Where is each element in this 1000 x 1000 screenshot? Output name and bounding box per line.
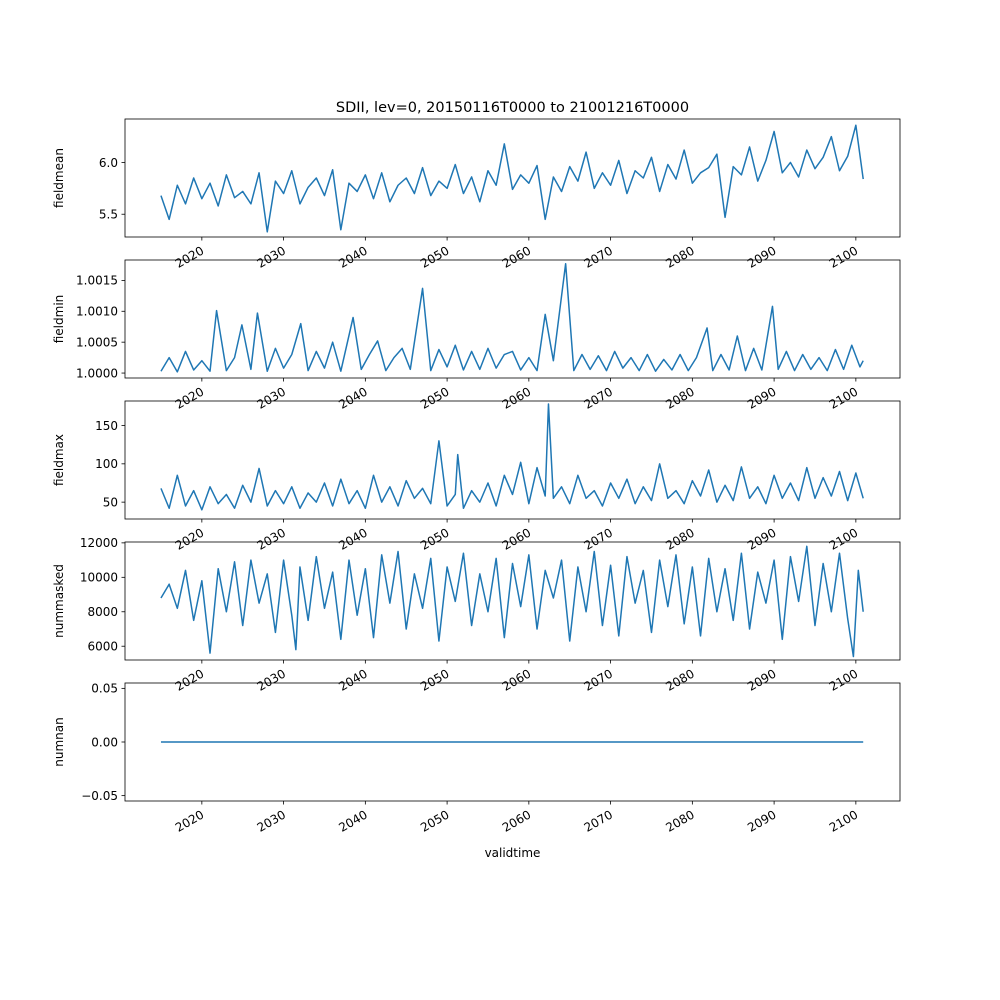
- x-tick-label: 2070: [582, 243, 615, 270]
- x-tick-label: 2040: [336, 525, 369, 552]
- x-tick-label: 2020: [173, 525, 206, 552]
- x-axis-label: validtime: [485, 846, 541, 860]
- x-tick-label: 2070: [582, 384, 615, 411]
- y-axis-label: fieldmax: [52, 434, 66, 486]
- x-tick-label: 2090: [745, 384, 778, 411]
- x-tick-label: 2080: [663, 666, 696, 693]
- x-tick-label: 2100: [827, 807, 860, 834]
- x-tick-label: 2040: [336, 666, 369, 693]
- x-tick-label: 2100: [827, 243, 860, 270]
- y-axis-label: numnan: [52, 717, 66, 766]
- panel-fieldmean: 5.5 6.0 2020 2030 2040 2050 2060 2070 2080 2090 21…: [52, 118, 901, 271]
- x-tick-label: 2080: [663, 384, 696, 411]
- x-tick-label: 2100: [827, 384, 860, 411]
- panel-nummasked: 6000 8000 10000 12000 2020 2030 2040 2050 2060 20…: [52, 536, 901, 694]
- x-tick-label: 2090: [745, 243, 778, 270]
- series-line-fieldmean: [160, 124, 864, 233]
- x-tick-label: 2020: [173, 384, 206, 411]
- x-tick-label: 2070: [582, 666, 615, 693]
- y-tick-label: 8000: [87, 605, 118, 619]
- series-line-nummasked: [160, 545, 864, 658]
- y-tick-label: −0.05: [81, 789, 118, 803]
- axes-frame: [124, 541, 901, 661]
- series-line-fieldmin: [160, 262, 864, 373]
- y-tick-label: 1.0000: [76, 366, 118, 380]
- y-tick-label: 1.0005: [76, 335, 118, 349]
- x-tick-label: 2050: [418, 243, 451, 270]
- y-tick-label: 10000: [80, 571, 118, 585]
- panel-numnan: −0.05 0.00 0.05 2020 2030 2040 2050 2060 2070 208…: [52, 682, 901, 835]
- panel-fieldmax: 50 100 150 2020 2030 2040 2050 2060 2070 2080 2090…: [52, 400, 901, 553]
- x-tick-label: 2090: [745, 525, 778, 552]
- subplots: 5.5 6.0 2020 2030 2040 2050 2060 2070 2080 2090 21…: [52, 118, 901, 835]
- x-tick-label: 2030: [255, 666, 288, 693]
- y-tick-label: 0.00: [91, 735, 118, 749]
- y-axis-label: fieldmin: [52, 295, 66, 344]
- x-tick-label: 2100: [827, 525, 860, 552]
- x-tick-label: 2030: [255, 525, 288, 552]
- y-axis-label: nummasked: [52, 564, 66, 638]
- x-tick-label: 2080: [663, 525, 696, 552]
- x-tick-label: 2100: [827, 666, 860, 693]
- x-tick-label: 2090: [745, 666, 778, 693]
- x-tick-label: 2090: [745, 807, 778, 834]
- y-tick-label: 0.05: [91, 682, 118, 696]
- x-tick-label: 2020: [173, 243, 206, 270]
- y-tick-label: 5.5: [99, 208, 118, 222]
- y-tick-label: 50: [103, 495, 118, 509]
- axes-frame: [124, 259, 901, 379]
- y-tick-label: 100: [95, 457, 118, 471]
- chart-title: SDII, lev=0, 20150116T0000 to 21001216T0…: [336, 100, 689, 116]
- y-tick-label: 1.0010: [76, 305, 118, 319]
- y-tick-label: 12000: [80, 536, 118, 550]
- x-tick-label: 2060: [500, 666, 533, 693]
- x-tick-label: 2020: [173, 666, 206, 693]
- x-tick-label: 2030: [255, 384, 288, 411]
- y-tick-label: 1.0015: [76, 274, 118, 288]
- x-tick-label: 2030: [255, 243, 288, 270]
- panel-fieldmin: 1.0000 1.0005 1.0010 1.0015 2020 2030 2040 2050…: [52, 259, 901, 412]
- series-line-fieldmax: [160, 403, 864, 511]
- x-tick-label: 2050: [418, 807, 451, 834]
- y-tick-label: 6000: [87, 640, 118, 654]
- x-tick-label: 2050: [418, 666, 451, 693]
- x-tick-label: 2080: [663, 807, 696, 834]
- x-tick-label: 2060: [500, 807, 533, 834]
- axes-frame: [124, 400, 901, 520]
- x-tick-label: 2060: [500, 384, 533, 411]
- y-tick-label: 150: [95, 419, 118, 433]
- x-tick-label: 2060: [500, 525, 533, 552]
- x-tick-label: 2040: [336, 807, 369, 834]
- x-tick-label: 2070: [582, 525, 615, 552]
- x-tick-label: 2050: [418, 525, 451, 552]
- x-tick-label: 2060: [500, 243, 533, 270]
- x-tick-label: 2040: [336, 384, 369, 411]
- x-tick-label: 2070: [582, 807, 615, 834]
- y-axis-label: fieldmean: [52, 148, 66, 208]
- x-tick-label: 2040: [336, 243, 369, 270]
- x-tick-label: 2050: [418, 384, 451, 411]
- x-tick-label: 2020: [173, 807, 206, 834]
- x-tick-label: 2030: [255, 807, 288, 834]
- axes-frame: [124, 118, 901, 238]
- x-tick-label: 2080: [663, 243, 696, 270]
- y-tick-label: 6.0: [99, 156, 118, 170]
